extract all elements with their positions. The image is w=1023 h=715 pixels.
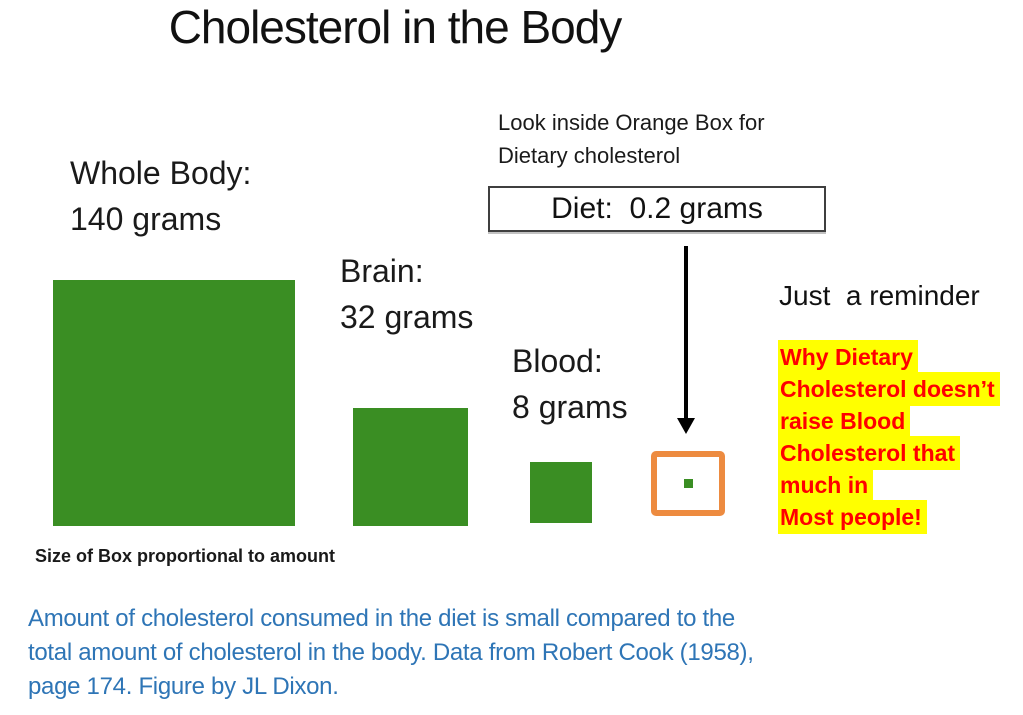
- brain-label: Brain: 32 grams: [340, 248, 473, 340]
- brain-box: [353, 408, 468, 526]
- reminder-line: raise Blood: [778, 404, 1000, 438]
- reminder-line: Why Dietary: [778, 340, 1000, 374]
- footnote-line: page 174. Figure by JL Dixon.: [28, 673, 339, 700]
- footnote-line: total amount of cholesterol in the body.…: [28, 639, 754, 666]
- slide-title: Cholesterol in the Body: [168, 1, 623, 53]
- reminder-text: Why Dietary Cholesterol doesn’t raise Bl…: [778, 340, 1000, 534]
- reminder-line-text: Cholesterol doesn’t: [778, 372, 1000, 406]
- reminder-line-text: raise Blood: [778, 404, 911, 438]
- reminder-line: Most people!: [778, 500, 1000, 534]
- down-arrow-head-icon: [677, 418, 695, 434]
- whole-body-label: Whole Body: 140 grams: [70, 150, 251, 242]
- reminder-heading: Just a reminder: [779, 280, 980, 311]
- diet-annotation: Look inside Orange Box for Dietary chole…: [498, 106, 765, 172]
- whole-body-box: [53, 280, 295, 526]
- diet-annotation-line2: Dietary cholesterol: [498, 143, 681, 168]
- whole-body-name: Whole Body:: [70, 155, 252, 191]
- blood-amount: 8 grams: [512, 389, 628, 425]
- reminder-line-text: Why Dietary: [778, 340, 918, 374]
- reminder-line: Cholesterol that: [778, 436, 1000, 470]
- blood-box: [530, 462, 592, 523]
- reminder-line: much in: [778, 468, 1000, 502]
- reminder-line-text: Most people!: [778, 500, 927, 534]
- proportional-caption: Size of Box proportional to amount: [35, 546, 335, 566]
- brain-name: Brain:: [340, 253, 424, 289]
- down-arrow-line: [684, 246, 688, 420]
- diet-amount-square: [683, 479, 693, 488]
- diet-annotation-line1: Look inside Orange Box for: [498, 110, 765, 135]
- diet-value-box: Diet: 0.2 grams: [488, 186, 826, 232]
- blood-label: Blood: 8 grams: [512, 338, 628, 430]
- diet-value-label: Diet: 0.2 grams: [551, 192, 763, 225]
- brain-amount: 32 grams: [340, 299, 474, 335]
- footnote-line: Amount of cholesterol consumed in the di…: [28, 605, 735, 632]
- footnote: Amount of cholesterol consumed in the di…: [28, 602, 754, 704]
- reminder-line-text: Cholesterol that: [778, 436, 961, 470]
- whole-body-amount: 140 grams: [70, 201, 222, 237]
- orange-diet-box: [651, 451, 725, 516]
- blood-name: Blood:: [512, 343, 603, 379]
- reminder-line-text: much in: [778, 468, 874, 502]
- reminder-line: Cholesterol doesn’t: [778, 372, 1000, 406]
